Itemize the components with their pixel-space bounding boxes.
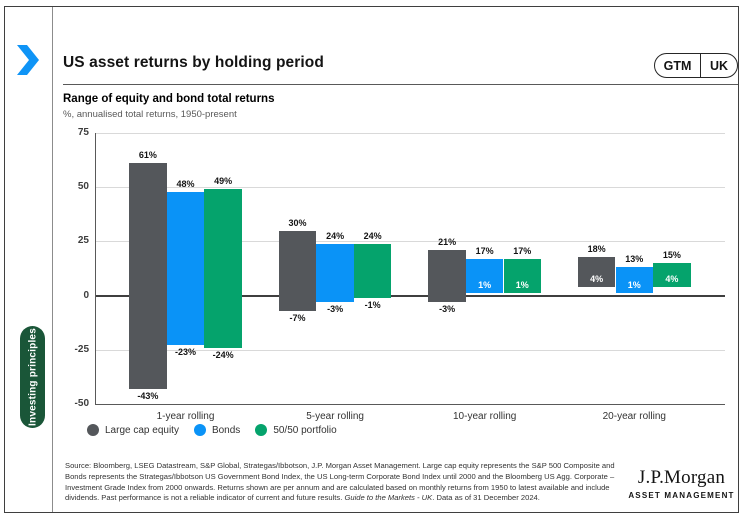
- x-category-label-1-year-rolling: 1-year rolling: [156, 411, 215, 422]
- bar-large-cap-equity-5-year-rolling: [278, 230, 317, 311]
- bar-large-cap-equity-20-year-rolling: [577, 256, 616, 287]
- gridline--50: [95, 404, 725, 405]
- bar-max-label: 17%: [513, 245, 532, 256]
- y-tick-label: 25: [77, 235, 89, 247]
- gridline-0: [95, 294, 725, 297]
- investing-principles-label: Investing principles: [27, 328, 38, 426]
- bar-chart: 75 50 25 0 -25 -50 1-year rolling 61% -43% 48% -23…: [75, 127, 725, 422]
- gridline-75: [95, 133, 725, 134]
- sidebar-divider: [52, 7, 53, 512]
- gtm-uk-badge: GTM UK: [654, 53, 738, 78]
- bar-bonds-5-year-rolling: [316, 243, 354, 303]
- bar-min-label: 1%: [515, 280, 529, 291]
- bar-max-label: 49%: [214, 176, 233, 187]
- bar-min-label: -3%: [327, 304, 344, 315]
- legend-item-bonds: Bonds: [193, 424, 241, 436]
- legend-item-50-50-portfolio: 50/50 portfolio: [255, 424, 337, 436]
- jpmorgan-logo-subtitle: ASSET MANAGEMENT: [628, 491, 735, 500]
- source-italic-text: Guide to the Markets - UK: [344, 493, 433, 503]
- bar-min-label: 1%: [627, 280, 641, 291]
- bar-max-label: 18%: [587, 243, 606, 254]
- source-note: Source: Bloomberg, LSEG Datastream, S&P …: [65, 461, 618, 504]
- investing-principles-tab: Investing principles: [20, 326, 45, 428]
- bar-min-label: -3%: [439, 304, 456, 315]
- bar-50-50-portfolio-10-year-rolling: [503, 258, 542, 294]
- bar-min-label: -23%: [174, 347, 196, 358]
- legend-marker-50-50-portfolio: [255, 424, 268, 436]
- bar-max-label: 24%: [326, 230, 345, 241]
- y-axis-line: [95, 133, 96, 404]
- x-category-label-5-year-rolling: 5-year rolling: [306, 411, 364, 422]
- gridline-25: [95, 241, 725, 243]
- bar-max-label: 24%: [363, 230, 382, 241]
- source-end-text: . Data as of 31 December 2024.: [432, 493, 540, 503]
- y-tick-label: -25: [74, 343, 89, 355]
- legend-marker-bonds: [193, 424, 206, 436]
- source-text: Source: Bloomberg, LSEG Datastream, S&P …: [65, 461, 615, 503]
- badge-gtm-label: GTM: [663, 58, 692, 73]
- page-border: [4, 6, 739, 513]
- bar-min-label: -7%: [289, 312, 306, 323]
- y-tick-label: 75: [77, 127, 89, 138]
- jpmorgan-logo-wordmark: J.P.Morgan: [637, 467, 726, 488]
- bar-50-50-portfolio-1-year-rolling: [204, 189, 242, 348]
- chevron-right-icon: [17, 45, 39, 75]
- x-category-label-20-year-rolling: 20-year rolling: [602, 411, 666, 422]
- bar-max-label: 30%: [288, 217, 307, 228]
- y-tick-label: -50: [74, 398, 89, 409]
- bar-max-label: 15%: [662, 250, 681, 261]
- bar-large-cap-equity-10-year-rolling: [428, 250, 466, 303]
- legend-marker-large-cap-equity: [87, 424, 99, 436]
- bar-min-label: 4%: [590, 273, 604, 284]
- bar-min-label: 1%: [478, 280, 492, 291]
- bar-bonds-20-year-rolling: [615, 267, 654, 294]
- x-category-label-10-year-rolling: 10-year rolling: [453, 411, 517, 422]
- y-tick-label: 0: [83, 289, 89, 301]
- legend-label: Bonds: [211, 424, 241, 436]
- legend-label: 50/50 portfolio: [273, 424, 337, 436]
- bar-max-label: 17%: [475, 245, 494, 256]
- bar-min-label: -1%: [364, 299, 381, 310]
- title-divider: [63, 84, 738, 85]
- bar-bonds-1-year-rolling: [166, 191, 205, 346]
- bar-50-50-portfolio-20-year-rolling: [653, 263, 691, 287]
- bar-min-label: -43%: [137, 390, 159, 401]
- gridline--25: [95, 349, 725, 351]
- bar-max-label: 61%: [138, 150, 157, 161]
- chart-title: Range of equity and bond total returns: [63, 93, 275, 105]
- bar-large-cap-equity-1-year-rolling: [129, 163, 167, 389]
- bar-max-label: 48%: [176, 178, 195, 189]
- bar-max-label: 21%: [438, 237, 457, 248]
- gridline-50: [95, 187, 725, 189]
- bar-min-label: 4%: [665, 273, 679, 284]
- chart-legend: Large cap equity Bonds 50/50 portfolio: [87, 424, 337, 436]
- page-title: US asset returns by holding period: [63, 54, 324, 71]
- legend-item-large-cap-equity: Large cap equity: [87, 424, 179, 436]
- bar-min-label: -24%: [212, 349, 234, 360]
- badge-uk-label: UK: [700, 54, 737, 77]
- legend-label: Large cap equity: [105, 424, 179, 436]
- jpmorgan-logo: J.P.Morgan ASSET MANAGEMENT: [624, 467, 739, 500]
- y-tick-label: 50: [77, 181, 89, 193]
- bar-max-label: 13%: [625, 254, 644, 265]
- bar-bonds-10-year-rolling: [465, 258, 504, 294]
- bar-50-50-portfolio-5-year-rolling: [353, 243, 392, 298]
- chart-subtitle: %, annualised total returns, 1950-presen…: [63, 109, 237, 120]
